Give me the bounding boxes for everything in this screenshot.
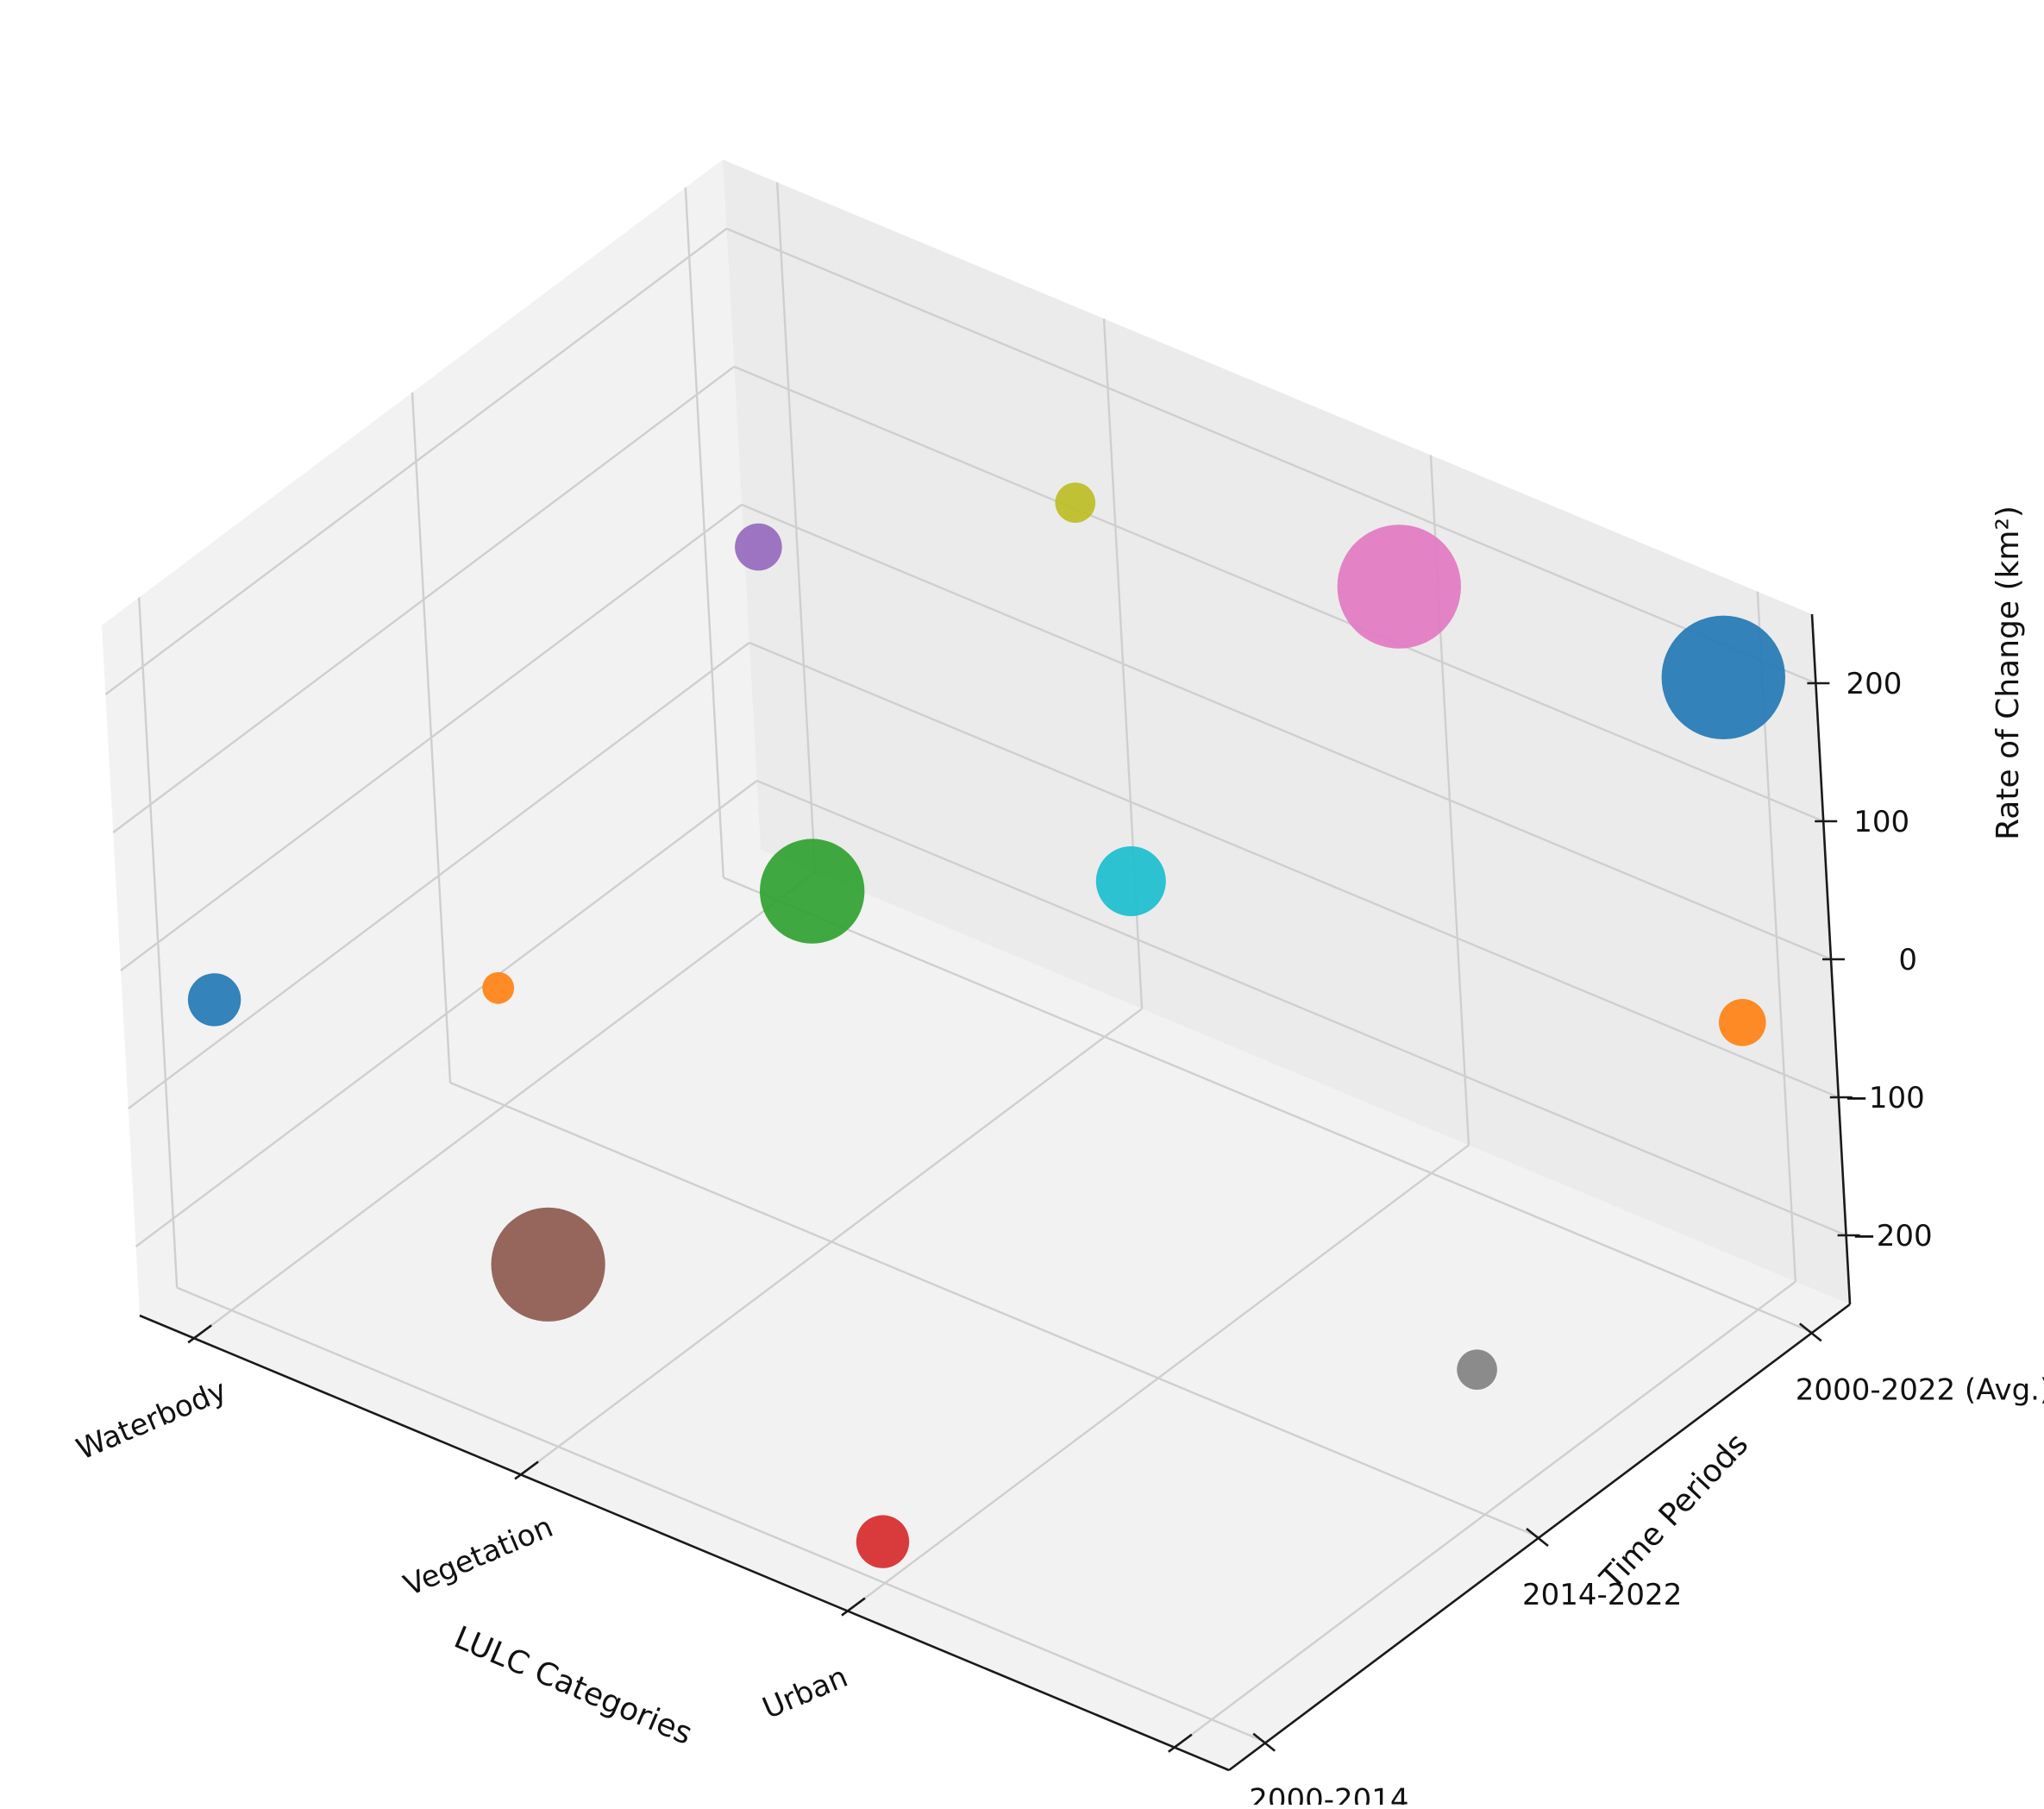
grid-line-period [723, 876, 1814, 1334]
x-tick [841, 1597, 866, 1617]
x-tick-label: Waterbody [72, 1373, 232, 1467]
grid-line-value [725, 227, 1816, 685]
z-tick-label: −200 [1852, 1219, 1932, 1253]
z-tick-label: 0 [1898, 943, 1917, 977]
z-tick-label: 100 [1853, 805, 1909, 839]
grid-line-period [176, 1286, 1267, 1743]
x-tick [514, 1460, 539, 1480]
grid-line-value [128, 642, 750, 1109]
data-bubbles [187, 482, 1785, 1568]
grid-line-period [449, 1081, 1540, 1539]
y-tick [1798, 1322, 1822, 1342]
x-axis-label: LULC Categories [449, 1620, 698, 1752]
data-bubble-urban [1337, 524, 1462, 649]
grid-line-value [749, 641, 1840, 1099]
y-axis-line [1228, 1303, 1851, 1772]
grid-line-value [112, 366, 735, 833]
z-tick-label: −100 [1844, 1081, 1924, 1115]
grid-line-value [756, 779, 1847, 1237]
grid-line-value [104, 228, 728, 695]
y-tick-label: 2000-2014 [1249, 1783, 1408, 1805]
x-tick-label: Barren [1081, 1794, 1184, 1805]
x-tick-label: Urban [758, 1660, 853, 1726]
grid-line-value [733, 365, 1824, 823]
grid-lines [104, 182, 1847, 1749]
y-tick [1252, 1732, 1276, 1752]
x-tick-label: Vegetation [399, 1510, 558, 1603]
data-bubble-vegetation [491, 1207, 605, 1322]
x-axis-line [139, 1314, 1230, 1772]
x-tick [187, 1324, 212, 1344]
z-axis-label: Rate of Change (km²) [1991, 506, 2026, 840]
z-tick-label: 200 [1846, 667, 1902, 701]
data-bubble-barren [1719, 999, 1766, 1046]
grid-line-value [741, 503, 1832, 961]
x-tick [1168, 1733, 1193, 1753]
data-bubble-barren [1457, 1349, 1497, 1390]
data-bubble-waterbody [482, 971, 515, 1004]
data-bubble-barren [1661, 615, 1785, 739]
data-bubble-waterbody [735, 523, 782, 571]
y-tick-label: 2014-2022 [1522, 1578, 1682, 1612]
grid-line-value [135, 780, 758, 1247]
data-bubble-waterbody [187, 973, 241, 1027]
grid-line-value [120, 504, 743, 971]
axis-panes [102, 160, 1850, 1770]
data-bubble-vegetation [1055, 482, 1096, 523]
data-bubble-urban [856, 1515, 910, 1568]
data-bubble-vegetation [760, 839, 865, 944]
y-tick [1526, 1527, 1549, 1548]
data-bubble-urban [1095, 846, 1166, 916]
axis-lines [139, 613, 1860, 1772]
y-tick-label: 2000-2022 (Avg.) [1796, 1372, 2044, 1407]
